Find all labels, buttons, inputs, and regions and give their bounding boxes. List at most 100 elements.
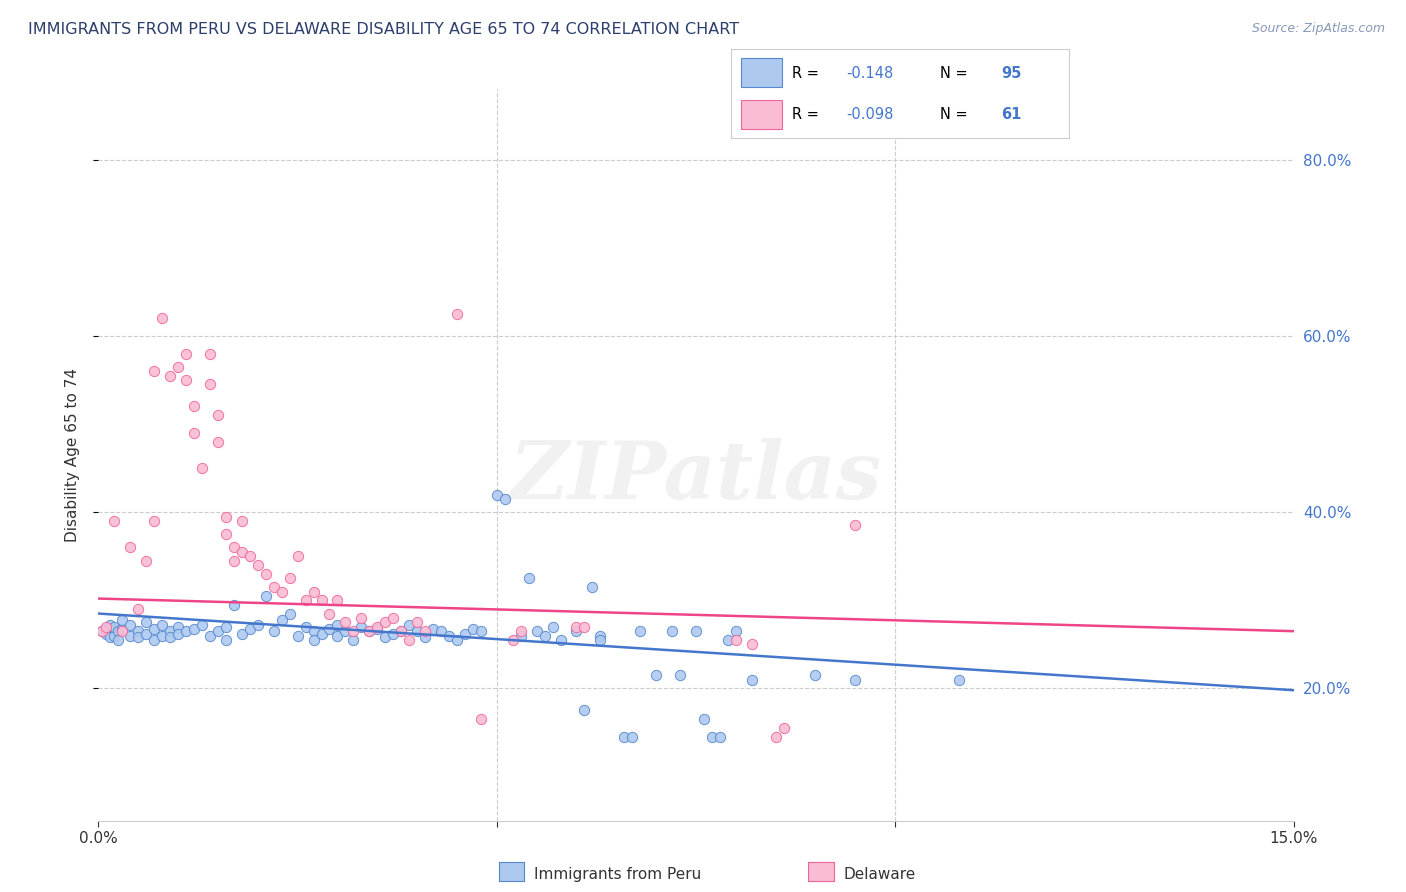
Point bbox=[669, 668, 692, 682]
Point bbox=[183, 400, 205, 414]
Point bbox=[183, 622, 205, 636]
Point bbox=[294, 620, 316, 634]
Point bbox=[948, 673, 970, 687]
Point bbox=[263, 580, 285, 594]
Point bbox=[574, 704, 596, 718]
Point bbox=[207, 434, 229, 449]
Point bbox=[844, 673, 866, 687]
Point bbox=[613, 730, 636, 744]
Point bbox=[198, 377, 221, 392]
Point bbox=[159, 624, 181, 639]
Point bbox=[150, 629, 173, 643]
Point bbox=[366, 622, 388, 636]
Point bbox=[127, 602, 149, 616]
Point bbox=[231, 514, 253, 528]
Point bbox=[143, 364, 166, 378]
Point bbox=[294, 593, 316, 607]
Point bbox=[685, 624, 707, 639]
Point bbox=[470, 624, 492, 639]
Point bbox=[326, 618, 349, 632]
Point bbox=[231, 627, 253, 641]
FancyBboxPatch shape bbox=[741, 58, 782, 87]
Point bbox=[191, 618, 214, 632]
Point bbox=[406, 615, 429, 630]
Point bbox=[103, 620, 125, 634]
Point bbox=[772, 721, 794, 735]
Text: ZIPatlas: ZIPatlas bbox=[510, 438, 882, 516]
Point bbox=[446, 307, 468, 321]
Point bbox=[581, 580, 603, 594]
Point bbox=[103, 514, 125, 528]
Point bbox=[550, 632, 572, 647]
Point bbox=[526, 624, 548, 639]
Point bbox=[91, 624, 114, 639]
Point bbox=[167, 627, 190, 641]
FancyBboxPatch shape bbox=[741, 100, 782, 129]
Point bbox=[222, 598, 245, 612]
Point bbox=[150, 311, 173, 326]
Point bbox=[645, 668, 668, 682]
Point bbox=[135, 554, 157, 568]
Point bbox=[239, 622, 262, 636]
Point bbox=[174, 346, 197, 360]
Point bbox=[350, 620, 373, 634]
Point bbox=[661, 624, 683, 639]
Point bbox=[359, 624, 381, 639]
Point bbox=[724, 624, 747, 639]
Point bbox=[302, 624, 325, 639]
Point bbox=[413, 631, 436, 645]
Point bbox=[311, 593, 333, 607]
Point bbox=[111, 624, 134, 639]
Point bbox=[326, 593, 349, 607]
Point bbox=[311, 627, 333, 641]
Text: Immigrants from Peru: Immigrants from Peru bbox=[534, 867, 702, 881]
Point bbox=[724, 632, 747, 647]
Point bbox=[741, 637, 763, 651]
Point bbox=[287, 549, 309, 564]
Point bbox=[246, 558, 269, 572]
Point bbox=[150, 618, 173, 632]
Point bbox=[413, 624, 436, 639]
Point bbox=[231, 545, 253, 559]
Point bbox=[589, 629, 612, 643]
Point bbox=[143, 622, 166, 636]
Point bbox=[302, 584, 325, 599]
Point bbox=[318, 607, 340, 621]
Point bbox=[342, 632, 364, 647]
Text: R =: R = bbox=[792, 66, 824, 80]
Point bbox=[215, 527, 238, 541]
Point bbox=[167, 359, 190, 374]
Text: IMMIGRANTS FROM PERU VS DELAWARE DISABILITY AGE 65 TO 74 CORRELATION CHART: IMMIGRANTS FROM PERU VS DELAWARE DISABIL… bbox=[28, 22, 740, 37]
Point bbox=[741, 673, 763, 687]
Point bbox=[96, 620, 118, 634]
Text: 95: 95 bbox=[1001, 66, 1021, 80]
Point bbox=[589, 632, 612, 647]
Point bbox=[342, 624, 364, 639]
Point bbox=[533, 629, 555, 643]
Point bbox=[222, 554, 245, 568]
Point bbox=[470, 712, 492, 726]
Point bbox=[509, 629, 531, 643]
Point bbox=[565, 624, 588, 639]
Point bbox=[111, 622, 134, 636]
Point bbox=[100, 618, 122, 632]
Point bbox=[96, 622, 118, 636]
Point bbox=[461, 622, 484, 636]
Point bbox=[254, 566, 277, 581]
Point bbox=[565, 620, 588, 634]
Point bbox=[374, 615, 396, 630]
Point bbox=[398, 618, 420, 632]
Point bbox=[700, 730, 723, 744]
Point bbox=[159, 631, 181, 645]
Point bbox=[103, 629, 125, 643]
Point bbox=[143, 514, 166, 528]
Point bbox=[398, 632, 420, 647]
Point bbox=[359, 624, 381, 639]
Point bbox=[366, 620, 388, 634]
Point bbox=[198, 346, 221, 360]
Point bbox=[222, 541, 245, 555]
Point bbox=[100, 631, 122, 645]
Point bbox=[215, 632, 238, 647]
Point bbox=[374, 631, 396, 645]
Point bbox=[804, 668, 827, 682]
